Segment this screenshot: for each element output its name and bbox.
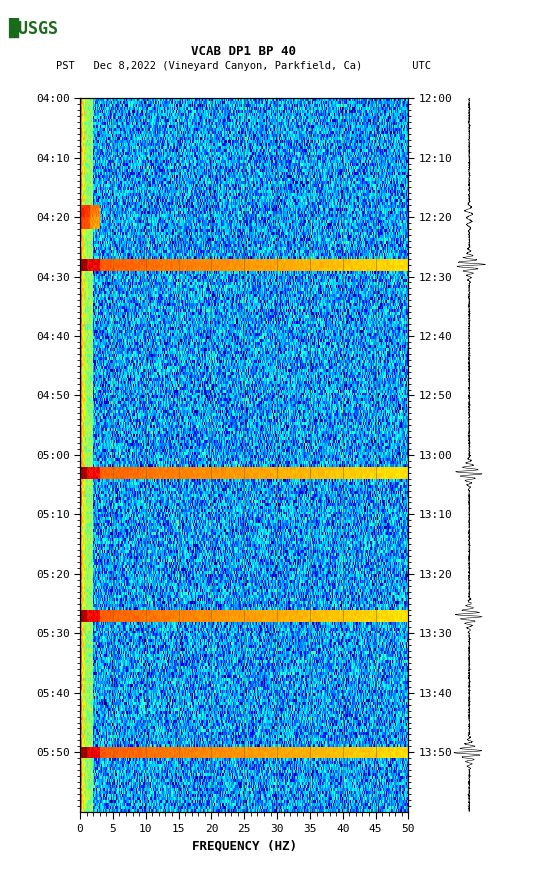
Text: VCAB DP1 BP 40: VCAB DP1 BP 40 [192, 45, 296, 58]
X-axis label: FREQUENCY (HZ): FREQUENCY (HZ) [192, 839, 297, 852]
Text: █USGS: █USGS [8, 18, 59, 38]
Text: PST   Dec 8,2022 (Vineyard Canyon, Parkfield, Ca)        UTC: PST Dec 8,2022 (Vineyard Canyon, Parkfie… [56, 62, 432, 71]
